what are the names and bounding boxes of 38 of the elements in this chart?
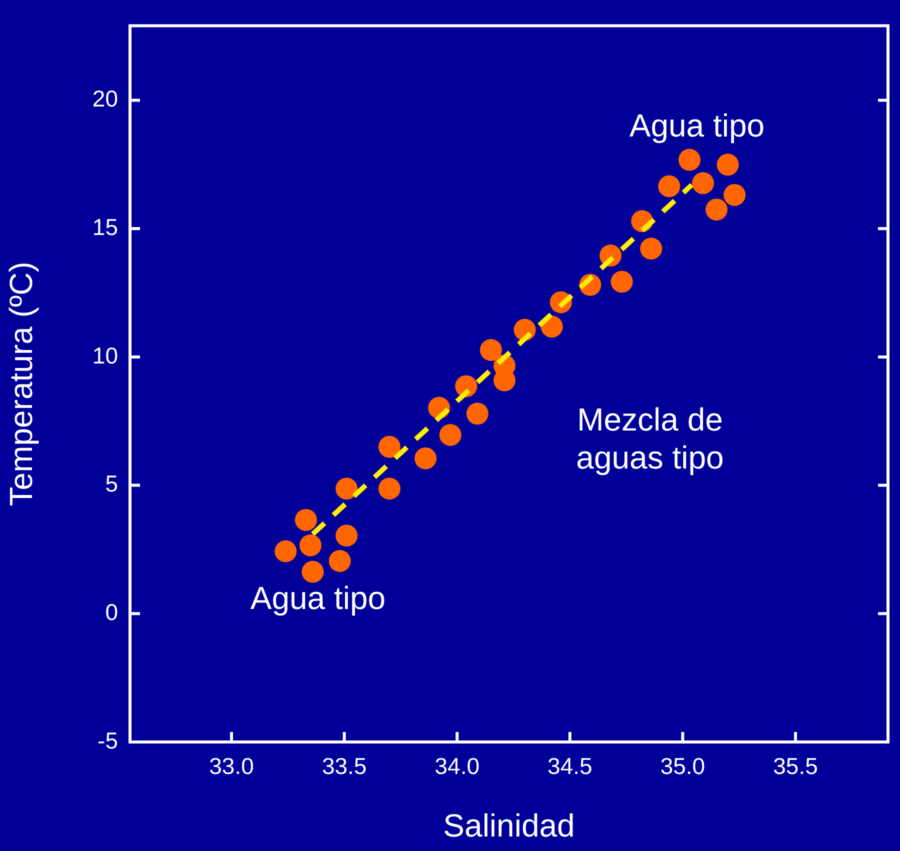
y-tick-label: 10 bbox=[92, 342, 118, 368]
annotation: Agua tipo bbox=[250, 580, 386, 616]
point bbox=[724, 184, 746, 206]
point bbox=[336, 478, 358, 500]
point bbox=[302, 560, 324, 583]
x-tick-label: 34.5 bbox=[548, 753, 592, 780]
x-tick-label: 34.0 bbox=[434, 753, 480, 780]
point bbox=[640, 238, 662, 260]
point bbox=[706, 198, 728, 221]
point bbox=[378, 478, 400, 500]
point bbox=[328, 550, 351, 572]
annotation: Agua tipo bbox=[629, 107, 765, 144]
x-tick-label: 33.5 bbox=[322, 753, 367, 780]
y-tick-label: 15 bbox=[92, 214, 118, 240]
point bbox=[480, 339, 502, 362]
y-tick-label: 20 bbox=[92, 86, 118, 112]
point bbox=[294, 508, 317, 531]
point bbox=[274, 540, 297, 562]
point bbox=[299, 534, 322, 556]
point bbox=[466, 402, 488, 425]
x-axis-title: Salinidad bbox=[443, 808, 575, 844]
x-tick-label: 35.0 bbox=[660, 753, 706, 780]
y-tick-label: -5 bbox=[98, 727, 118, 754]
point bbox=[678, 148, 700, 171]
point bbox=[439, 424, 462, 446]
y-tick-label: 5 bbox=[105, 470, 118, 497]
point bbox=[716, 154, 739, 176]
x-tick-label: 35.5 bbox=[773, 753, 818, 780]
point bbox=[414, 447, 437, 470]
y-axis-title: Temperatura (ºC) bbox=[3, 262, 40, 506]
point bbox=[658, 175, 680, 198]
annotation: Mezcla de aguas tipo bbox=[576, 401, 724, 476]
point bbox=[610, 270, 633, 293]
point bbox=[378, 436, 400, 458]
x-tick-label: 33.0 bbox=[209, 753, 254, 780]
point bbox=[336, 524, 358, 547]
y-tick-label: 0 bbox=[105, 598, 118, 625]
point bbox=[692, 172, 714, 194]
